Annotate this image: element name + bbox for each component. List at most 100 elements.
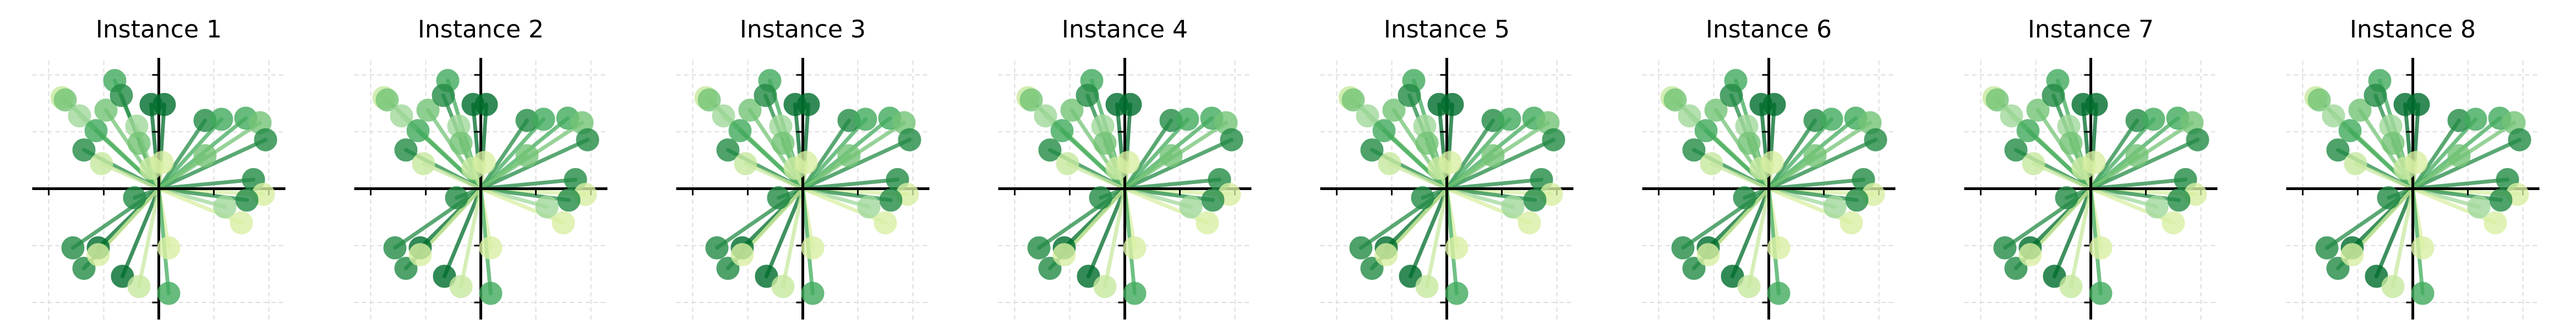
data-point [408,243,432,267]
data-point [716,138,740,162]
data-point [1411,186,1434,210]
data-point [1438,151,1462,174]
data-point [2411,282,2435,305]
data-point [2125,144,2149,167]
panel-title: Instance 3 [740,15,866,44]
data-point [1721,264,1744,288]
data-point [2411,236,2435,259]
data-point [1341,88,1365,112]
data-point [90,152,113,176]
chart-panel: Instance 5 [1320,15,1574,320]
data-point [2089,236,2113,259]
data-point [1382,99,1406,122]
vector-line [1425,187,1449,289]
chart-panel: Instance 8 [2286,15,2540,320]
data-point [2464,107,2487,131]
data-point [1542,128,1565,152]
data-point [2089,282,2113,305]
data-point [2059,131,2083,155]
points [1982,69,2209,305]
data-point [1220,128,1243,152]
data-point [2142,107,2165,131]
data-point [61,236,85,259]
vector-line [479,117,545,191]
data-point [235,188,259,212]
data-point [2055,186,2078,210]
data-point [1696,243,1720,267]
data-point [1415,275,1439,299]
data-point [1116,151,1140,174]
vector-line [2411,117,2477,191]
data-point [1360,257,1384,280]
chart-panel: Instance 2 [354,15,608,320]
data-point [1052,243,1076,267]
data-point [2000,104,2023,128]
vector-line [157,177,255,191]
data-point [2004,257,2028,280]
data-point [1523,188,1547,212]
data-point [2348,99,2372,122]
data-point [697,88,721,112]
data-point [1733,186,1756,210]
data-point [1349,236,1373,259]
data-point [2018,243,2042,267]
panel-title: Instance 5 [1384,15,1510,44]
data-point [1985,88,2009,112]
data-point [2467,195,2491,219]
data-point [1372,119,1396,143]
data-point [767,186,790,210]
data-point [1123,236,1147,259]
data-point [474,93,498,116]
points [1660,69,1887,305]
vector-line [1103,187,1127,289]
data-point [705,236,729,259]
vector-line [1747,187,1771,289]
data-point [84,119,108,143]
points [694,69,921,305]
data-point [2365,264,2388,288]
vector-line [801,117,867,191]
data-point [2508,128,2531,152]
vector-line [1123,117,1189,191]
data-point [1356,104,1379,128]
data-point [1767,282,1791,305]
data-point [1445,236,1469,259]
panel-title: Instance 7 [2028,15,2154,44]
data-point [53,88,77,112]
data-point [86,243,110,267]
data-point [1076,84,1099,107]
data-point [898,128,921,152]
data-point [754,84,777,107]
data-point [1093,131,1117,155]
vector-line [781,187,805,289]
data-point [68,104,91,128]
panel-title: Instance 4 [1062,15,1188,44]
data-point [515,144,539,167]
points [2304,69,2531,305]
data-point [2315,236,2339,259]
data-point [1682,138,1706,162]
data-point [1415,131,1439,155]
data-point [1737,275,1761,299]
data-point [1445,282,1469,305]
vector-line [1767,117,1833,191]
data-point [1823,195,1847,219]
data-point [412,152,435,176]
vector-line [1123,177,1221,191]
panel-title: Instance 1 [96,15,222,44]
data-point [1518,211,1541,235]
chart-panel: Instance 3 [676,15,930,320]
vector-line [1731,187,1771,279]
chart-panel: Instance 1 [32,15,286,320]
data-point [1060,99,1084,122]
data-point [2381,131,2405,155]
vector-line [121,187,161,279]
data-point [854,107,877,131]
data-point [857,195,881,219]
chart-panel: Instance 6 [1642,15,1896,320]
data-point [127,131,151,155]
data-point [879,188,903,212]
vector-line [2375,187,2415,279]
data-point [738,99,762,122]
data-point [2447,144,2471,167]
